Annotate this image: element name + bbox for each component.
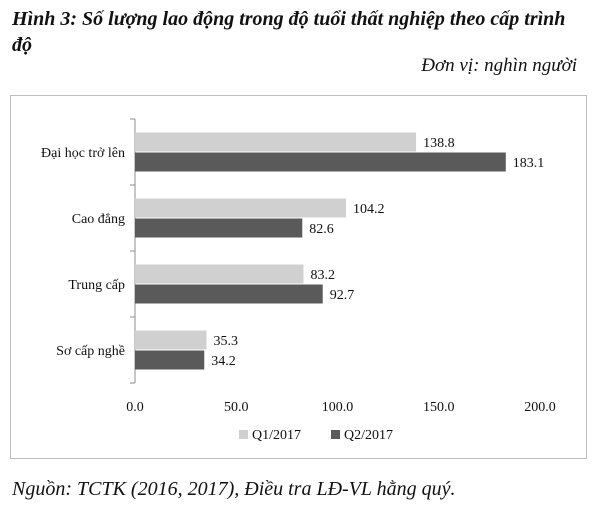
- unit-label: Đơn vị: nghìn người: [421, 55, 577, 76]
- bar-q1: [135, 198, 347, 218]
- bar-q2: [135, 152, 506, 172]
- data-label: 138.8: [423, 136, 455, 151]
- data-label: 183.1: [513, 156, 545, 171]
- x-tick-label: 0.0: [126, 400, 144, 415]
- data-label: 92.7: [330, 288, 355, 303]
- legend-label: Q2/2017: [344, 428, 393, 443]
- data-label: 35.3: [213, 334, 238, 349]
- x-tick-label: 200.0: [524, 400, 556, 415]
- bar-chart: Đại học trở lên 138.8 183.1 Cao đẳng 104.2 82…: [41, 118, 556, 443]
- category-label: Sơ cấp nghề: [56, 344, 125, 359]
- source-note: Nguồn: TCTK (2016, 2017), Điều tra LĐ-VL…: [12, 478, 456, 500]
- chart-frame: Đại học trở lên 138.8 183.1 Cao đẳng 104.2 82…: [10, 95, 587, 459]
- bar-q1: [135, 132, 417, 152]
- bar-q2: [135, 350, 205, 370]
- data-label: 83.2: [310, 268, 335, 283]
- data-label: 104.2: [353, 202, 385, 217]
- bar-q1: [135, 330, 207, 350]
- category-label: Trung cấp: [68, 278, 125, 293]
- chart-title: Hình 3: Số lượng lao động trong độ tuổi …: [12, 8, 566, 56]
- x-tick-label: 100.0: [322, 400, 354, 415]
- data-label: 82.6: [309, 222, 334, 237]
- bar-q2: [135, 284, 323, 304]
- x-tick-label: 50.0: [224, 400, 249, 415]
- category-label: Đại học trở lên: [41, 146, 125, 161]
- category-label: Cao đẳng: [72, 212, 125, 227]
- x-tick-label: 150.0: [423, 400, 455, 415]
- legend-swatch-q1: [239, 430, 248, 439]
- bar-q2: [135, 218, 303, 238]
- bar-q1: [135, 264, 304, 284]
- legend-label: Q1/2017: [252, 428, 301, 443]
- data-label: 34.2: [211, 354, 236, 369]
- legend-swatch-q2: [331, 430, 340, 439]
